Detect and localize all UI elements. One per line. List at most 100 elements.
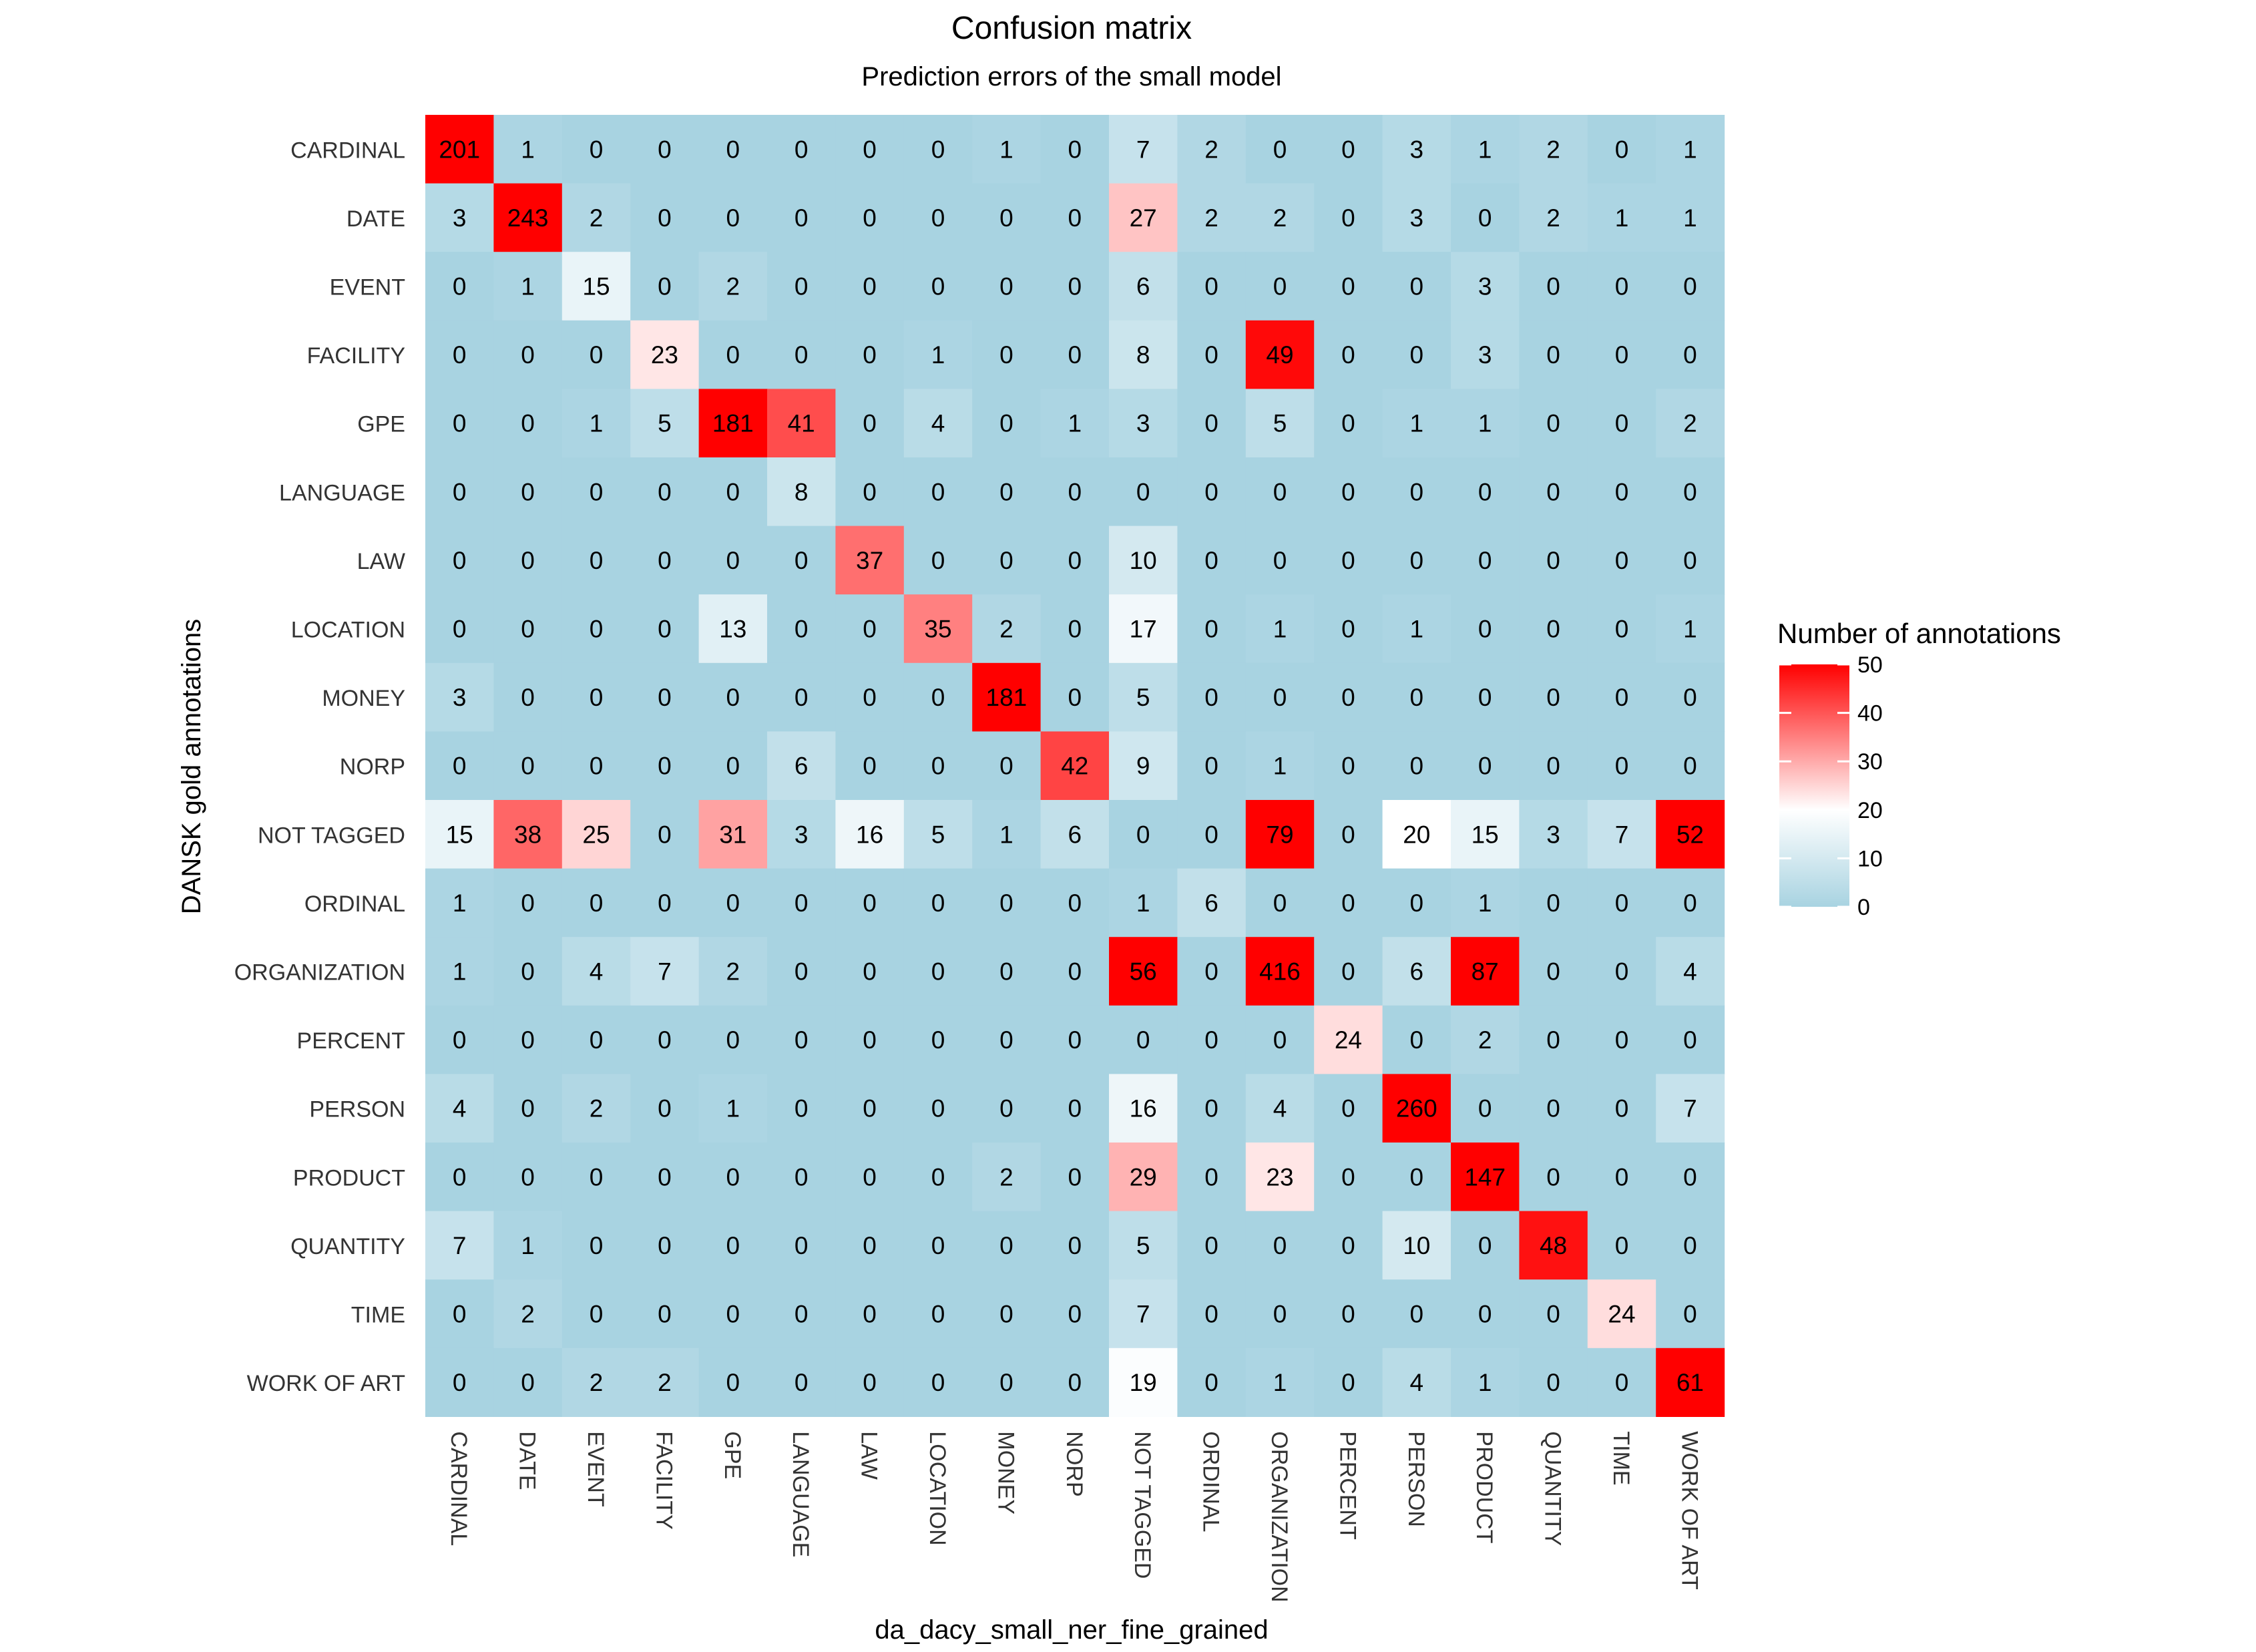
cell-value-label: 1 [453, 889, 467, 917]
cell-value-label: 0 [726, 684, 740, 711]
heatmap-cell [630, 1211, 700, 1280]
heatmap-cell [1245, 594, 1315, 664]
heatmap-cell [1314, 320, 1383, 389]
cell-value-label: 1 [1683, 136, 1697, 163]
heatmap-cell [1109, 526, 1178, 595]
heatmap-cell [1451, 457, 1520, 527]
heatmap-cell [561, 526, 631, 595]
heatmap-cell [972, 1143, 1042, 1212]
heatmap-cell [698, 252, 768, 321]
cell-value-label: 4 [1273, 1095, 1287, 1122]
heatmap-cell [903, 457, 973, 527]
heatmap-cell [1040, 937, 1110, 1006]
heatmap-cell [1382, 594, 1451, 664]
heatmap-cell [1519, 183, 1588, 252]
cell-value-label: 0 [1341, 273, 1355, 300]
cell-value-label: 7 [453, 1232, 467, 1259]
cell-value-label: 0 [453, 753, 467, 780]
cell-value-label: 0 [1068, 341, 1082, 369]
cell-value-label: 0 [1410, 547, 1424, 574]
heatmap-cell [972, 183, 1042, 252]
heatmap-cell [425, 1005, 494, 1074]
cell-value-label: 0 [1615, 958, 1629, 986]
cell-value-label: 1 [521, 136, 535, 163]
cell-value-label: 0 [795, 1232, 809, 1259]
cell-value-label: 0 [1341, 547, 1355, 574]
cell-value-label: 0 [1478, 478, 1492, 505]
cell-value-label: 2 [1683, 410, 1697, 437]
x-tick-label: PRODUCT [1472, 1431, 1497, 1543]
heatmap-cell [493, 594, 563, 664]
cell-value-label: 2 [590, 204, 604, 232]
heatmap-cell [1040, 1348, 1110, 1417]
heatmap-cell [1177, 457, 1247, 527]
heatmap-cell [1587, 320, 1656, 389]
cell-value-label: 0 [453, 1163, 467, 1191]
cell-value-label: 0 [453, 273, 467, 300]
cell-value-label: 0 [590, 753, 604, 780]
cell-value-label: 27 [1130, 204, 1157, 232]
heatmap-cell [835, 457, 905, 527]
cell-value-label: 0 [999, 1369, 1013, 1396]
cell-value-label: 0 [1410, 1026, 1424, 1054]
cell-value-label: 38 [514, 821, 541, 848]
cell-value-label: 0 [795, 958, 809, 986]
heatmap-cell [835, 1074, 905, 1143]
cell-value-label: 0 [1478, 204, 1492, 232]
heatmap-cell [1656, 183, 1725, 252]
heatmap-cell [1587, 115, 1656, 184]
heatmap-cell [1245, 457, 1315, 527]
heatmap-cell [972, 252, 1042, 321]
heatmap-cell [903, 1279, 973, 1349]
heatmap-cell [903, 868, 973, 938]
cell-value-label: 0 [726, 341, 740, 369]
heatmap-cell [1040, 1279, 1110, 1349]
cell-value-label: 0 [1341, 958, 1355, 986]
x-tick-label: MONEY [993, 1431, 1018, 1514]
heatmap-cell [1109, 594, 1178, 664]
heatmap-cell [1040, 389, 1110, 458]
heatmap-cell [1040, 183, 1110, 252]
cell-value-label: 0 [726, 204, 740, 232]
cell-value-label: 3 [1478, 341, 1492, 369]
heatmap-cell [561, 868, 631, 938]
cell-value-label: 15 [446, 821, 473, 848]
cell-value-label: 0 [931, 204, 945, 232]
heatmap-cell [1656, 1211, 1725, 1280]
heatmap-cell [1382, 457, 1451, 527]
heatmap-cell [1451, 1348, 1520, 1417]
legend-tick-label: 40 [1857, 701, 1883, 727]
heatmap-cell [972, 731, 1042, 801]
cell-value-label: 0 [795, 1369, 809, 1396]
heatmap-cell [1245, 1211, 1315, 1280]
heatmap-cell [1382, 526, 1451, 595]
heatmap-cell [1314, 868, 1383, 938]
cell-value-label: 0 [1068, 1301, 1082, 1328]
heatmap-cell [1245, 800, 1315, 869]
heatmap-cell [1382, 115, 1451, 184]
cell-value-label: 15 [582, 273, 610, 300]
heatmap-cell [425, 252, 494, 321]
cell-value-label: 0 [1273, 478, 1287, 505]
heatmap-cell [767, 1348, 836, 1417]
heatmap-cell [1656, 320, 1725, 389]
cell-value-label: 0 [795, 684, 809, 711]
cell-value-label: 0 [1068, 1163, 1082, 1191]
heatmap-cell [972, 662, 1042, 732]
cell-value-label: 0 [795, 616, 809, 643]
heatmap-cell [972, 457, 1042, 527]
cell-value-label: 0 [521, 958, 535, 986]
heatmap-cell [767, 1074, 836, 1143]
cell-value-label: 1 [521, 1232, 535, 1259]
y-tick-label: LANGUAGE [279, 480, 405, 505]
heatmap-cell [493, 252, 563, 321]
y-tick-label: LAW [357, 549, 405, 574]
x-tick-label: TIME [1608, 1431, 1634, 1485]
heatmap-cell [835, 1279, 905, 1349]
heatmap-cell [1587, 1211, 1656, 1280]
cell-value-label: 0 [1410, 1163, 1424, 1191]
heatmap-cell [1040, 731, 1110, 801]
heatmap-cell [1587, 252, 1656, 321]
heatmap-cell [1109, 389, 1178, 458]
heatmap-cell [1382, 662, 1451, 732]
